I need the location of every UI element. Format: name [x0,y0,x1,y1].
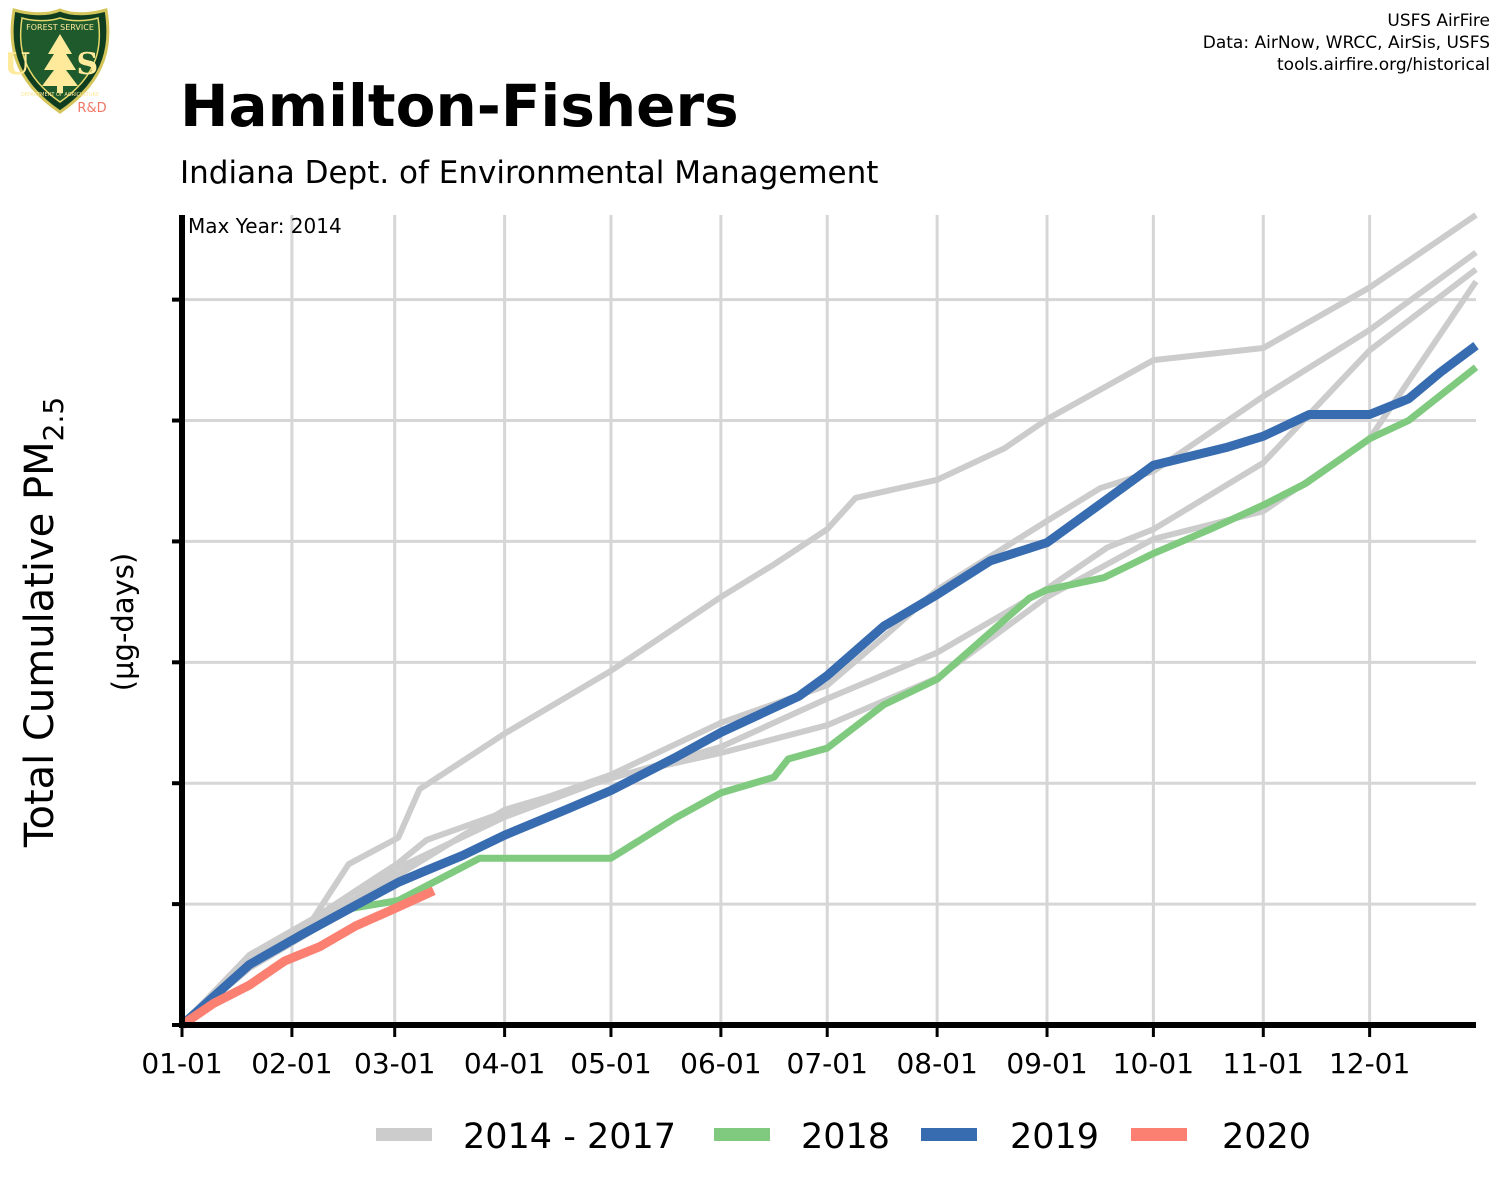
series-layer [178,212,1479,1029]
max-year-annotation: Max Year: 2014 [188,214,342,238]
x-tick-label: 02-01 [251,1047,332,1080]
y-axis-label-main: Total Cumulative PM [17,441,63,848]
x-tick-label: 07-01 [787,1047,868,1080]
y-axis-label-subscript: 2.5 [37,397,70,442]
legend-swatch [921,1128,977,1141]
legend-label: 2014 - 2017 [463,1117,676,1157]
chart-title: Hamilton-Fishers [180,72,739,140]
legend: 2014 - 2017 2018 2019 2020 [376,1117,1311,1157]
legend-swatch [376,1128,432,1141]
y-axis-label: Total Cumulative PM2.5 [17,397,70,848]
x-tick-label: 01-01 [141,1047,222,1080]
logo-top-text: FOREST SERVICE [26,23,94,32]
series-line [179,250,1478,1028]
logo-bottom-text: DEPARTMENT OF AGRICULTURE [21,92,99,98]
x-tick-label: 09-01 [1006,1047,1087,1080]
x-tick-label: 04-01 [464,1047,545,1080]
chart-subtitle: Indiana Dept. of Environmental Managemen… [180,155,879,191]
series-line [179,364,1479,1028]
svg-text:Total Cumulative PM2.5: Total Cumulative PM2.5 [17,397,70,848]
series-line [178,341,1479,1029]
credit-line: Data: AirNow, WRCC, AirSis, USFS [1202,33,1490,53]
series-line [179,212,1478,1028]
pine-tree-icon [42,34,78,86]
x-tick-labels: 01-01 02-01 03-01 04-01 05-01 06-01 07-01 08-01… [141,1047,1410,1080]
x-tick-label: 06-01 [680,1047,761,1080]
legend-swatch [714,1128,770,1141]
x-tick-label: 08-01 [896,1047,977,1080]
logo-rd-badge: R&D [77,101,106,116]
x-tick-label: 03-01 [354,1047,435,1080]
credit-line: tools.airfire.org/historical [1277,55,1490,75]
legend-label: 2020 [1222,1117,1311,1157]
credit-line: USFS AirFire [1387,11,1490,31]
legend-swatch [1131,1128,1187,1141]
y-axis-units: (µg-days) [106,553,140,691]
usfs-shield-logo: FOREST SERVICE U S DEPARTMENT OF AGRICUL… [8,8,112,116]
x-tick-label: 11-01 [1223,1047,1304,1080]
axes [172,215,1476,1037]
x-tick-label: 10-01 [1113,1047,1194,1080]
legend-label: 2019 [1010,1117,1099,1157]
legend-label: 2018 [801,1117,890,1157]
x-tick-label: 12-01 [1329,1047,1410,1080]
x-tick-label: 05-01 [570,1047,651,1080]
series-line [179,886,436,1029]
credits-block: USFS AirFire Data: AirNow, WRCC, AirSis,… [1203,10,1490,76]
logo-letters: U S [8,47,112,82]
